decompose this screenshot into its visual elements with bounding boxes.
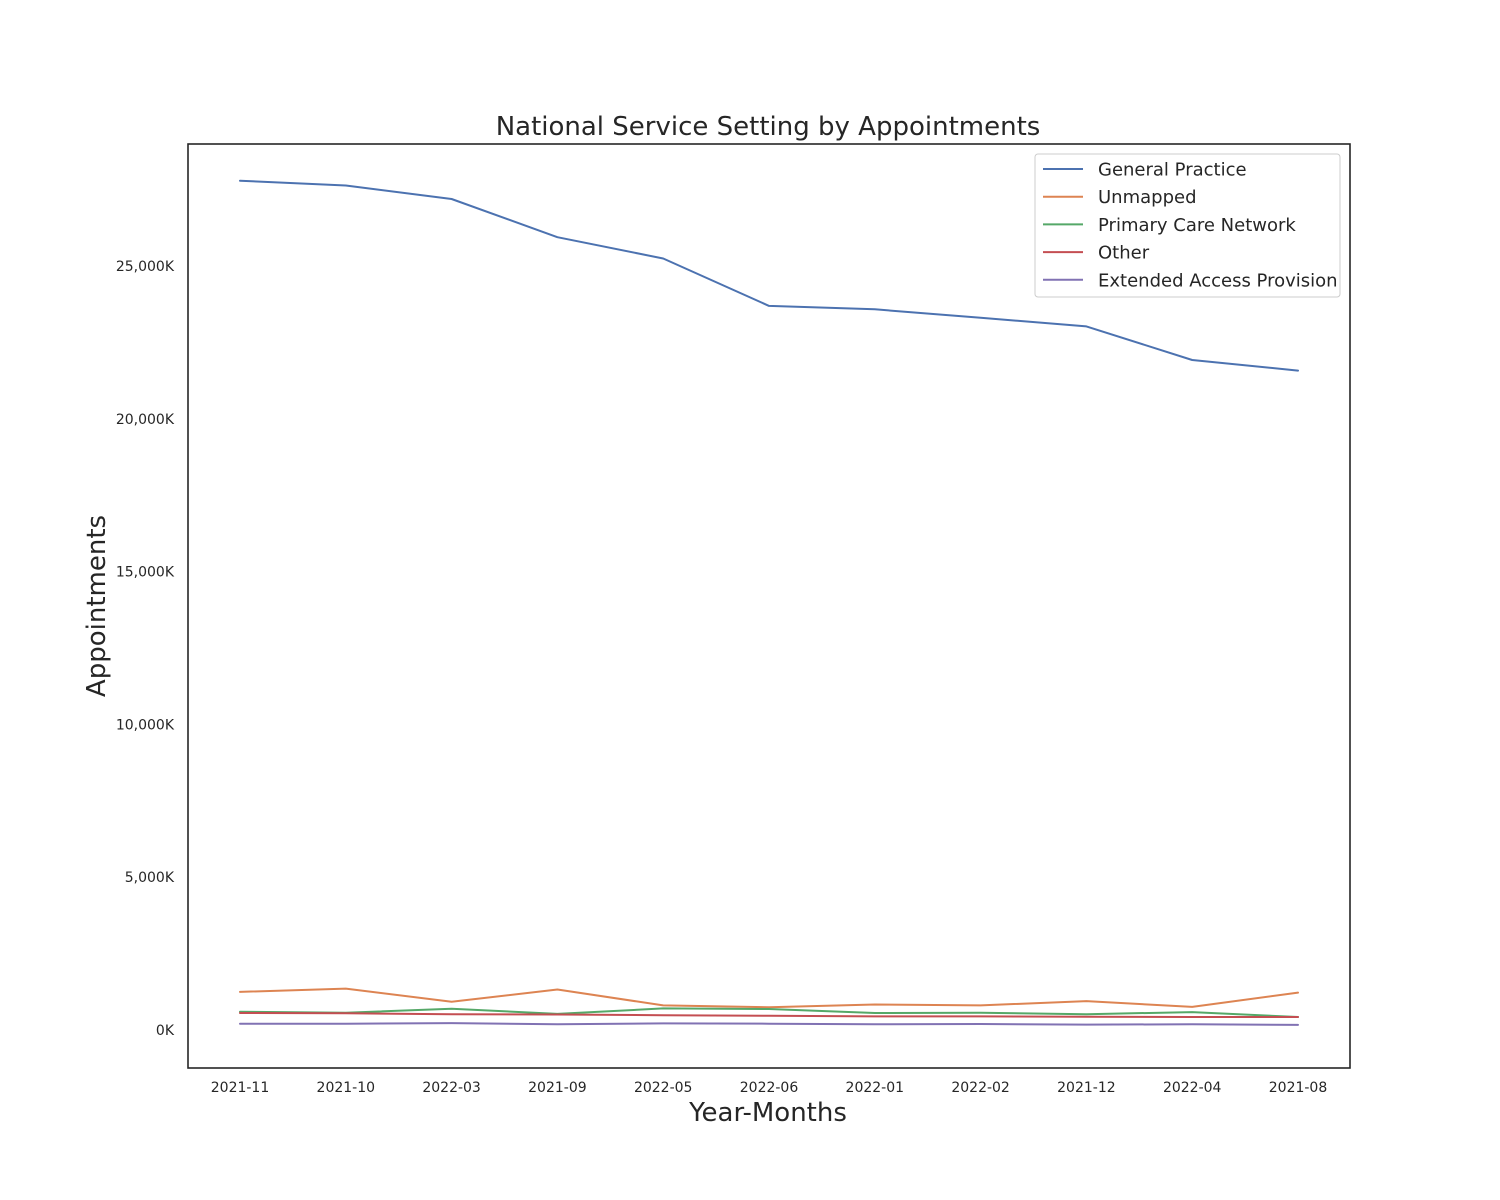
series-layer: [239, 179, 1299, 1026]
x-tick-label: 2021-09: [528, 1080, 587, 1096]
x-tick-label: 2021-10: [317, 1080, 376, 1096]
legend-entry: Primary Care Network: [1098, 215, 1296, 236]
legend-entry: Extended Access Provision: [1098, 270, 1338, 291]
x-tick-label: 2022-02: [951, 1080, 1010, 1096]
legend-box: [1034, 153, 1341, 298]
series-line-general-practice: [239, 179, 1299, 372]
x-axis: 2021-11 2021-10 2022-03 2021-09 2022-05 2022-…: [211, 1080, 1328, 1096]
legend-entry: Unmapped: [1098, 187, 1197, 208]
y-axis: 0K 5,000K 10,000K 15,000K 20,000K 25,000K: [116, 259, 175, 1039]
series-line-extended-access-provision: [239, 1022, 1299, 1026]
series-line-primary-care-network: [239, 1007, 1299, 1018]
y-tick-label: 0K: [156, 1023, 175, 1039]
legend-entry: General Practice: [1098, 160, 1247, 181]
x-tick-label: 2021-11: [211, 1080, 270, 1096]
x-tick-label: 2022-01: [846, 1080, 905, 1096]
y-tick-label: 25,000K: [116, 259, 175, 275]
x-tick-label: 2022-05: [634, 1080, 693, 1096]
y-axis-label: Appointments: [82, 515, 112, 697]
x-tick-label: 2021-12: [1057, 1080, 1116, 1096]
x-tick-label: 2022-04: [1163, 1080, 1222, 1096]
x-tick-label: 2022-06: [740, 1080, 799, 1096]
y-tick-label: 20,000K: [116, 412, 175, 428]
plot-frame: [187, 143, 1351, 1069]
x-axis-label: Year-Months: [688, 1098, 847, 1128]
legend: General Practice Unmapped Primary Care Net…: [1034, 153, 1341, 298]
y-tick-label: 5,000K: [125, 870, 175, 886]
x-tick-label: 2022-03: [422, 1080, 481, 1096]
y-tick-label: 10,000K: [116, 717, 175, 733]
series-line-other: [239, 1012, 1299, 1018]
x-tick-label: 2021-08: [1269, 1080, 1328, 1096]
y-tick-label: 15,000K: [116, 565, 175, 581]
legend-entry: Other: [1098, 243, 1150, 264]
series-line-unmapped: [239, 987, 1299, 1009]
chart-title: National Service Setting by Appointments: [496, 112, 1041, 142]
